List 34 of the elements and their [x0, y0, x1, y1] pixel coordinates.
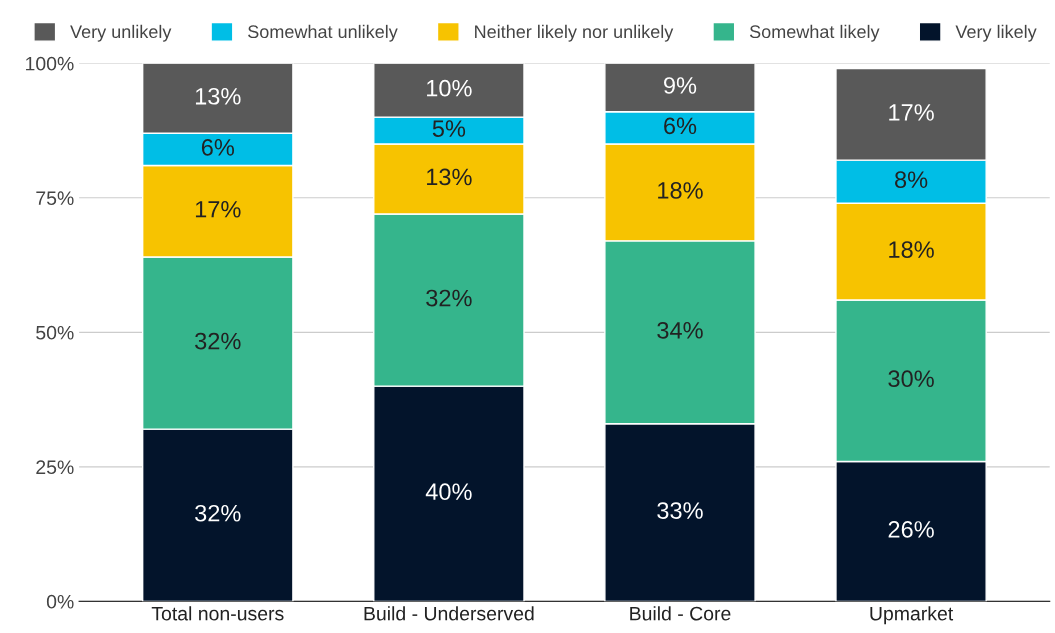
data-label: 6%: [664, 117, 697, 135]
legend-label: Very unlikely: [70, 24, 172, 42]
x-tick-label: Upmarket: [870, 606, 954, 625]
data-label: 40%: [425, 483, 472, 501]
x-tick-label: Build - Underserved: [364, 606, 534, 621]
y-tick-label: 0%: [46, 594, 74, 609]
y-tick-label: 50%: [36, 325, 74, 340]
data-label: 30%: [888, 370, 934, 388]
data-label: 17%: [889, 104, 934, 121]
data-label: 32%: [426, 289, 472, 307]
data-label: 6%: [201, 139, 235, 156]
data-label: 17%: [195, 200, 241, 218]
x-tick-label: Build - Core: [630, 606, 731, 621]
y-tick-label: 75%: [36, 191, 74, 206]
data-label: 10%: [427, 79, 472, 97]
data-label: 13%: [195, 87, 241, 105]
data-label: 5%: [432, 120, 466, 137]
data-label: 26%: [888, 521, 934, 538]
legend-label: Neither likely nor unlikely: [475, 24, 674, 42]
data-label: 13%: [427, 168, 472, 186]
data-label: 33%: [657, 502, 703, 519]
y-tick-label: 25%: [36, 460, 74, 475]
data-label: 32%: [195, 332, 241, 350]
data-label: 8%: [895, 171, 928, 189]
data-label: 34%: [657, 321, 703, 339]
y-tick-label: 100%: [26, 56, 74, 71]
legend-label: Somewhat unlikely: [248, 24, 398, 42]
data-label: 18%: [658, 182, 703, 199]
data-label: 9%: [664, 77, 697, 94]
legend-label: Very likely: [955, 24, 1037, 42]
legend-label: Somewhat likely: [749, 24, 880, 42]
data-label: 32%: [195, 504, 241, 522]
data-label: 18%: [889, 241, 934, 258]
x-tick-label: Total non-users: [151, 606, 284, 621]
